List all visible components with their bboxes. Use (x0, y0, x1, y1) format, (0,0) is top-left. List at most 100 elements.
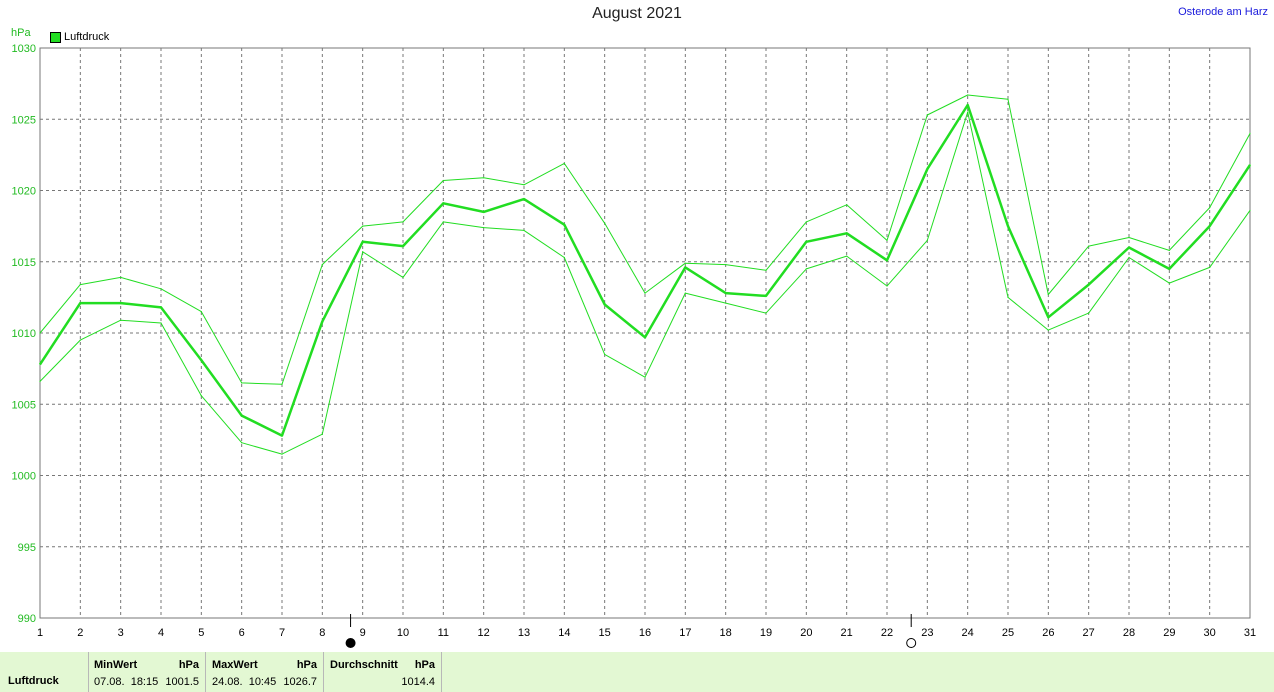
x-tick-label: 5 (198, 627, 204, 639)
data-point-mean (120, 302, 122, 304)
x-tick-label: 16 (639, 627, 651, 639)
data-point-max (926, 114, 928, 116)
x-tick-label: 13 (518, 627, 530, 639)
data-point-max (160, 288, 162, 290)
x-axis-ticks: 1 2 3 4 5 6 7 8 9 10 11 12 13 14 15 16 17 18 19 20 21 22 23 24 2… (37, 627, 1256, 639)
avg-value: 1014.4 (401, 676, 435, 688)
data-point-max (1088, 245, 1090, 247)
y-tick-label: 1025 (12, 114, 36, 126)
x-tick-label: 7 (279, 627, 285, 639)
data-point-mean (1047, 316, 1049, 318)
data-point-mean (1128, 246, 1130, 249)
data-point-max (1007, 98, 1009, 100)
data-point-min (1047, 329, 1049, 331)
max-date: 24.08. 10:45 (212, 676, 277, 688)
data-point-min (1007, 296, 1009, 298)
data-point-mean (523, 198, 525, 200)
x-tick-label: 9 (360, 627, 366, 639)
data-point-min (402, 276, 404, 279)
y-tick-label: 1020 (12, 186, 36, 198)
data-point-min (200, 395, 202, 397)
x-tick-label: 12 (478, 627, 490, 639)
data-point-mean (160, 306, 162, 308)
x-tick-label: 23 (921, 627, 933, 639)
avg-unit: hPa (414, 659, 435, 671)
data-point-max (79, 283, 81, 286)
data-point-mean (483, 211, 485, 213)
data-point-max (39, 332, 41, 334)
max-value: 1026.7 (283, 676, 317, 688)
data-point-min (644, 376, 646, 378)
data-point-max (563, 162, 565, 165)
x-tick-label: 17 (679, 627, 691, 639)
x-tick-label: 26 (1042, 627, 1054, 639)
data-point-mean (1209, 225, 1211, 227)
data-point-max (483, 177, 485, 179)
data-point-mean (886, 259, 888, 261)
min-date: 07.08. 18:15 (94, 676, 159, 688)
x-tick-label: 31 (1244, 627, 1256, 639)
max-header: MaxWert (212, 659, 258, 671)
y-axis-unit: hPa (11, 27, 31, 39)
grid-lines (40, 48, 1250, 618)
data-point-mean (765, 295, 767, 297)
data-point-mean (79, 302, 81, 304)
data-point-min (1249, 209, 1251, 212)
data-point-mean (1007, 225, 1009, 227)
series-lines (38, 94, 1252, 455)
data-point-mean (241, 415, 243, 417)
data-point-mean (725, 292, 727, 294)
x-tick-label: 20 (800, 627, 812, 639)
x-tick-label: 1 (37, 627, 43, 639)
data-point-max (281, 383, 283, 385)
data-point-max (604, 222, 606, 224)
data-point-min (1168, 282, 1170, 284)
data-point-mean (402, 245, 404, 247)
data-point-max (1209, 207, 1211, 209)
x-tick-label: 22 (881, 627, 893, 639)
x-tick-label: 2 (77, 627, 83, 639)
data-point-mean (1168, 268, 1170, 270)
x-tick-label: 10 (397, 627, 409, 639)
data-point-min (281, 453, 283, 455)
y-tick-label: 1010 (12, 328, 36, 340)
full-moon-icon (906, 638, 917, 648)
new-moon-icon (345, 638, 356, 648)
y-axis-ticks: 990 995 1000 1005 1010 1015 1020 1025 1030 (12, 43, 36, 625)
x-tick-label: 30 (1204, 627, 1216, 639)
data-point-max (1047, 293, 1049, 296)
data-point-min (765, 312, 767, 314)
data-point-max (120, 276, 122, 279)
data-point-min (523, 229, 525, 231)
data-point-max (684, 262, 686, 264)
data-point-min (967, 111, 969, 113)
x-tick-label: 29 (1163, 627, 1175, 639)
data-point-min (886, 285, 888, 287)
stats-min-cell: MinWert hPa 07.08. 18:15 1001.5 (88, 652, 206, 692)
data-point-max (1128, 236, 1130, 239)
data-point-min (1088, 312, 1090, 314)
data-point-mean (684, 266, 686, 269)
data-point-mean (563, 224, 565, 226)
data-point-min (563, 256, 565, 259)
data-point-mean (39, 363, 41, 365)
y-tick-label: 1000 (12, 471, 36, 483)
data-point-min (604, 353, 606, 355)
data-point-max (402, 221, 404, 223)
x-tick-label: 18 (720, 627, 732, 639)
data-point-min (120, 319, 122, 321)
data-point-mean (321, 321, 323, 323)
data-point-min (483, 226, 485, 229)
stats-avg-cell: Durchschnitt hPa 1014.4 (324, 652, 442, 692)
data-point-mean (644, 336, 646, 338)
legend: Luftdruck (50, 31, 109, 43)
min-unit: hPa (178, 659, 199, 671)
data-point-max (442, 179, 444, 182)
data-point-min (241, 442, 243, 444)
x-tick-label: 3 (118, 627, 124, 639)
x-tick-label: 25 (1002, 627, 1014, 639)
data-point-max (725, 264, 727, 266)
data-point-max (967, 94, 969, 96)
data-point-min (926, 239, 928, 241)
